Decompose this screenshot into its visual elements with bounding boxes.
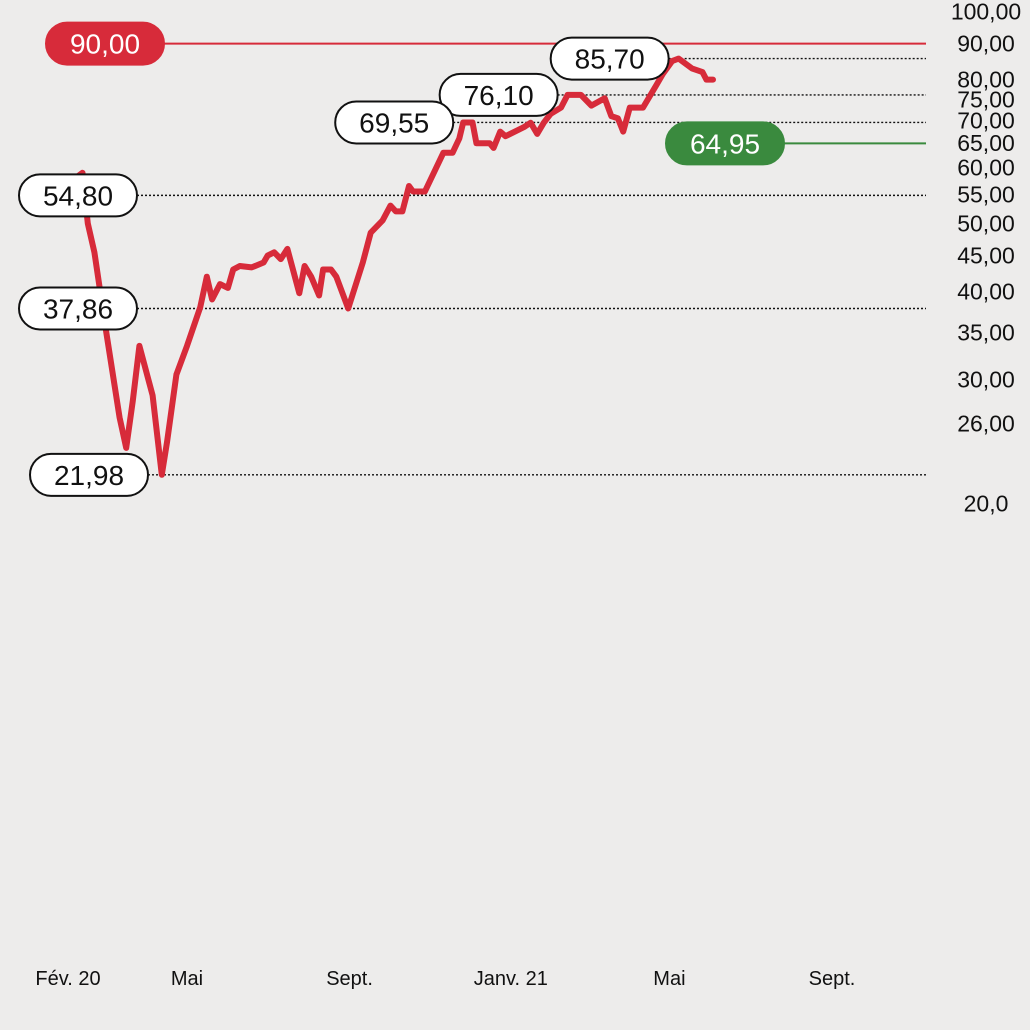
callout-box <box>29 452 149 497</box>
x-tick-label: Mai <box>171 968 203 990</box>
callout-label: 54,80 <box>43 180 113 211</box>
callout-label: 90,00 <box>70 29 140 60</box>
callout-box <box>549 36 670 81</box>
x-tick-label: Sept. <box>809 968 856 990</box>
price-callouts: 90,00 85,70 76,10 69,55 64,95 54,80 37,86 21,98 <box>18 21 785 497</box>
y-tick-label: 70,00 <box>957 107 1015 133</box>
callout-box <box>18 173 138 218</box>
x-tick-label: Sept. <box>326 968 373 990</box>
callout-label: 64,95 <box>690 128 760 159</box>
y-tick-label: 50,00 <box>957 210 1015 236</box>
x-tick-label: Mai <box>653 968 685 990</box>
callout-label: 69,55 <box>359 107 429 138</box>
price-series <box>65 55 716 478</box>
callout-label: 21,98 <box>54 460 124 491</box>
callout-label: 85,70 <box>575 44 645 75</box>
y-tick-label: 60,00 <box>957 155 1015 181</box>
y-tick-label: 65,00 <box>957 130 1015 156</box>
y-tick-label: 100,00 <box>951 0 1021 24</box>
y-tick-label: 80,00 <box>957 67 1015 93</box>
y-axis: 100,00 90,00 80,0075,0070,0065,0060,0055,0… <box>951 0 1021 517</box>
x-tick-label: Fév. 20 <box>35 968 100 990</box>
callout-box <box>18 286 138 331</box>
callout-box <box>334 100 455 145</box>
y-tick-label: 40,00 <box>957 279 1015 305</box>
callout-label: 37,86 <box>43 293 113 324</box>
y-tick-label: 55,00 <box>957 181 1015 207</box>
callout-box <box>438 72 559 117</box>
callout-box <box>665 121 785 166</box>
y-tick-label: 26,00 <box>957 410 1015 436</box>
x-axis: Fév. 20 Mai Sept. Janv. 21 Mai Sept. <box>35 968 855 990</box>
callout-box <box>45 21 165 66</box>
y-tick-label: 35,00 <box>957 320 1015 346</box>
y-tick-label: 90,00 <box>957 31 1015 57</box>
price-line <box>65 55 716 478</box>
y-tick-label: 30,00 <box>957 367 1015 393</box>
y-tick-label: 20,0 <box>964 491 1009 517</box>
callout-label: 76,10 <box>464 80 534 111</box>
x-tick-label: Janv. 21 <box>474 968 548 990</box>
y-tick-label: 45,00 <box>957 243 1015 269</box>
y-tick-label: 75,00 <box>957 86 1015 112</box>
